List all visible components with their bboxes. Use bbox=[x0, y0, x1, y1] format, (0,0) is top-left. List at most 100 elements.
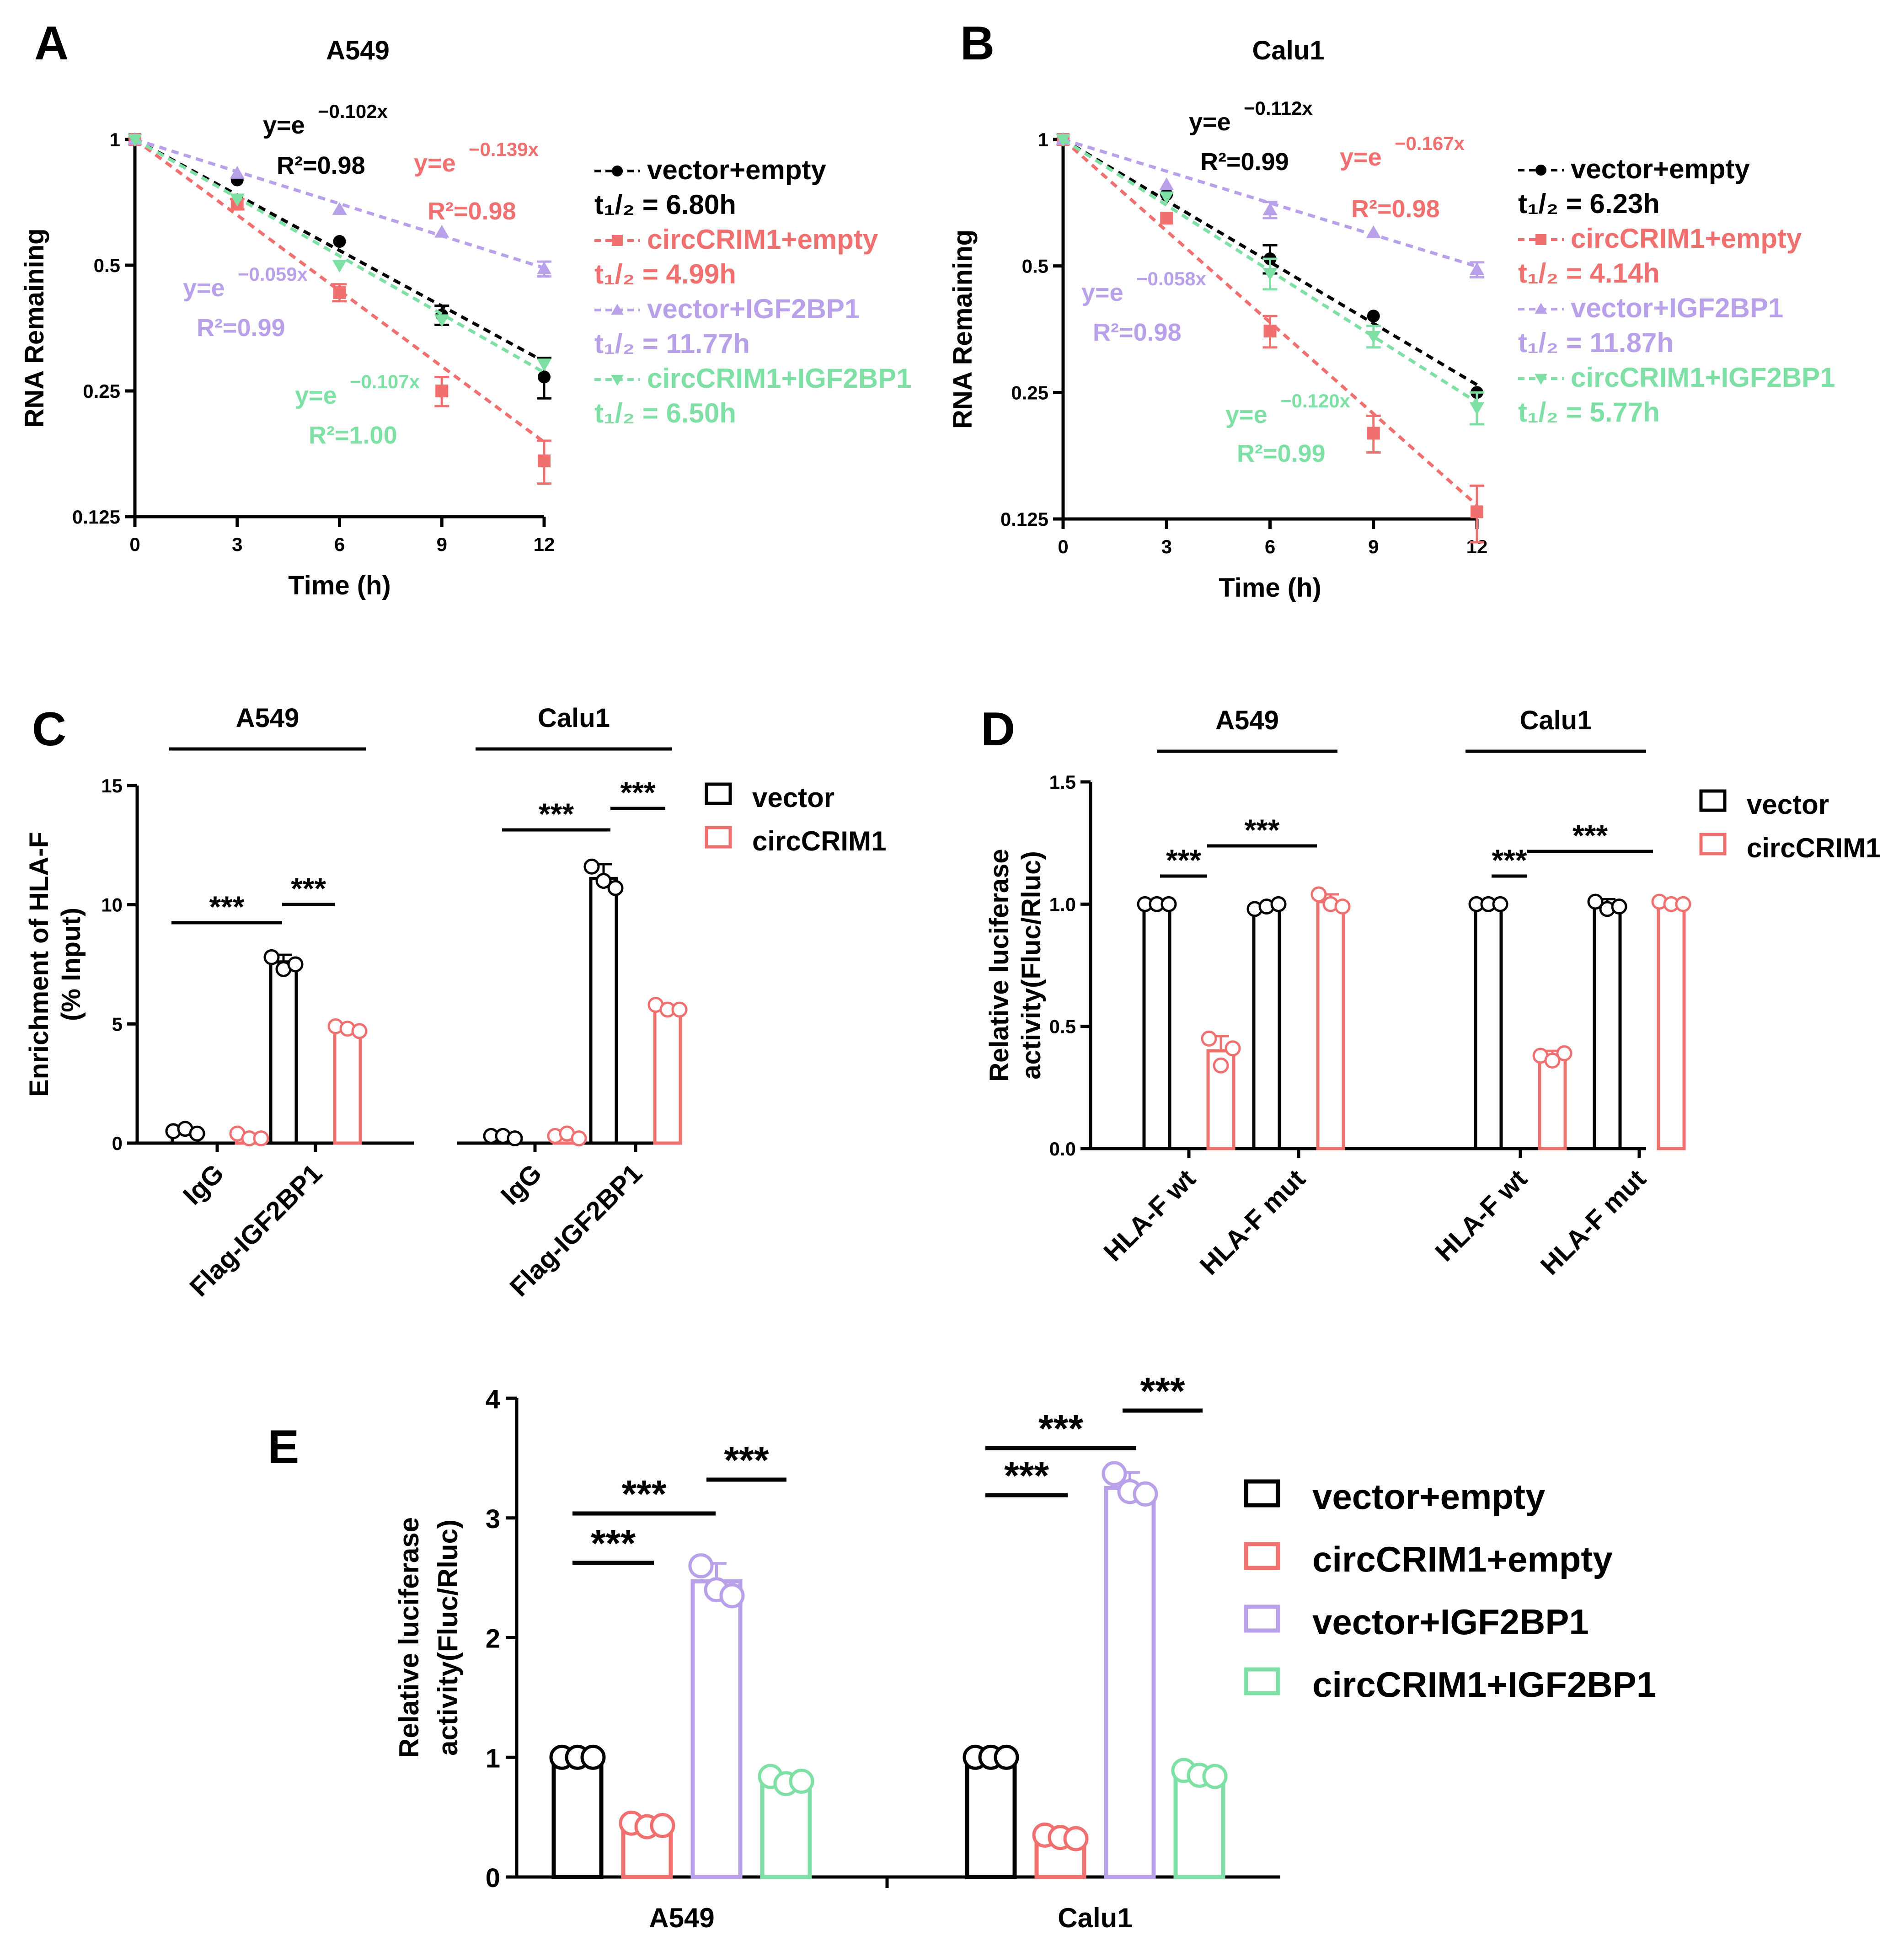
replicate-point bbox=[1544, 1053, 1561, 1069]
legend-swatch bbox=[1244, 1479, 1280, 1508]
significance-label: *** bbox=[209, 890, 244, 924]
y-tick-label: 0.0 bbox=[1049, 1138, 1076, 1160]
replicate-point bbox=[994, 1744, 1019, 1770]
replicate-point bbox=[351, 1023, 368, 1039]
panel-letter-A: A bbox=[34, 17, 69, 70]
x-category-label: Calu1 bbox=[1058, 1903, 1132, 1933]
y-tick-label: 0.125 bbox=[72, 506, 120, 528]
x-tick-label: 6 bbox=[1265, 536, 1275, 557]
x-tick-label: 9 bbox=[1368, 536, 1379, 557]
legend-label: circCRIM1+empty bbox=[647, 224, 878, 255]
r-squared: R²=0.98 bbox=[1093, 319, 1182, 346]
x-tick-label: 0 bbox=[1058, 536, 1068, 557]
replicate-point bbox=[1270, 896, 1287, 912]
legend-label: vector+IGF2BP1 bbox=[1312, 1602, 1589, 1642]
legend-swatch bbox=[705, 826, 732, 849]
data-point bbox=[333, 235, 346, 248]
y-axis-label: RNA Remaining bbox=[948, 230, 978, 429]
data-point bbox=[1262, 202, 1278, 215]
x-tick-label: 9 bbox=[437, 534, 447, 555]
data-point bbox=[332, 260, 347, 273]
data-point bbox=[538, 455, 551, 468]
data-point bbox=[434, 225, 449, 238]
x-tick-label: 12 bbox=[534, 534, 555, 555]
legend-swatch bbox=[1244, 1542, 1280, 1570]
r-squared: R²=0.98 bbox=[1351, 195, 1440, 223]
panel-title: A549 bbox=[326, 36, 390, 65]
legend-marker bbox=[611, 374, 624, 386]
bar bbox=[551, 1755, 604, 1879]
x-category-label: HLA-F wt bbox=[1429, 1164, 1533, 1267]
bar bbox=[1316, 900, 1345, 1150]
replicate-point bbox=[583, 858, 600, 875]
data-point bbox=[1263, 325, 1277, 338]
legend-swatch bbox=[1244, 1667, 1280, 1695]
replicate-point bbox=[287, 956, 304, 973]
half-life: t₁/₂ = 11.87h bbox=[1518, 327, 1674, 358]
legend-marker bbox=[612, 235, 623, 246]
equation: y=e bbox=[1340, 144, 1382, 171]
y-axis-label-2: (% Input) bbox=[56, 908, 86, 1021]
x-axis-label: Time (h) bbox=[288, 571, 391, 600]
y-tick-label: 10 bbox=[101, 894, 123, 916]
replicate-point bbox=[1556, 1045, 1572, 1061]
replicate-point bbox=[1133, 1481, 1158, 1507]
equation: y=e bbox=[263, 112, 305, 139]
legend-label: circCRIM1+IGF2BP1 bbox=[1312, 1664, 1656, 1705]
replicate-point bbox=[507, 1130, 523, 1147]
data-point bbox=[1159, 177, 1174, 191]
replicate-point bbox=[688, 1553, 714, 1578]
equation: y=e bbox=[1081, 279, 1123, 306]
y-tick-label: 2 bbox=[486, 1624, 500, 1654]
replicate-point bbox=[595, 873, 612, 889]
replicate-point bbox=[1213, 1057, 1229, 1074]
bar bbox=[965, 1755, 1017, 1879]
legend-label: vector+empty bbox=[647, 155, 826, 185]
data-point bbox=[538, 370, 551, 384]
fit-line bbox=[134, 138, 545, 374]
significance-label: *** bbox=[1166, 843, 1201, 877]
bar bbox=[690, 1579, 743, 1879]
y-tick-label: 0.5 bbox=[1022, 256, 1048, 277]
replicate-point bbox=[1225, 1040, 1241, 1057]
x-axis-label: Time (h) bbox=[1219, 573, 1321, 603]
significance-label: *** bbox=[1140, 1369, 1185, 1412]
y-tick-label: 5 bbox=[112, 1013, 123, 1035]
y-axis-label: RNA Remaining bbox=[20, 228, 49, 428]
replicate-point bbox=[1161, 896, 1177, 912]
r-squared: R²=0.98 bbox=[277, 152, 365, 179]
half-life: t₁/₂ = 6.50h bbox=[594, 398, 736, 428]
legend-marker bbox=[612, 166, 623, 176]
y-axis-label: Relative luciferase bbox=[394, 1517, 424, 1758]
y-axis-label: Relative luciferase bbox=[984, 849, 1014, 1081]
replicate-point bbox=[571, 1130, 587, 1147]
y-tick-label: 0.5 bbox=[94, 255, 120, 276]
data-point bbox=[1262, 268, 1278, 281]
replicate-point bbox=[1675, 896, 1691, 912]
legend-label: circCRIM1 bbox=[1747, 833, 1881, 863]
legend-label: vector+IGF2BP1 bbox=[1571, 293, 1783, 323]
bar bbox=[1657, 902, 1686, 1150]
bar bbox=[1538, 1054, 1567, 1150]
legend-swatch bbox=[1699, 789, 1727, 812]
y-axis-label-2: activity(Fluc/Rluc) bbox=[1016, 851, 1046, 1080]
group-title: A549 bbox=[236, 703, 300, 733]
y-tick-label: 0.25 bbox=[83, 380, 120, 402]
replicate-point bbox=[1611, 898, 1627, 915]
bar bbox=[1474, 902, 1503, 1150]
r-squared: R²=0.98 bbox=[428, 198, 516, 225]
panel-letter-C: C bbox=[32, 703, 66, 756]
legend-label: circCRIM1 bbox=[752, 826, 886, 856]
replicate-point bbox=[650, 1813, 675, 1838]
y-tick-label: 0.25 bbox=[1011, 382, 1048, 403]
y-tick-label: 0 bbox=[112, 1133, 123, 1154]
data-point bbox=[1367, 427, 1380, 440]
data-point bbox=[230, 193, 245, 207]
equation: y=e bbox=[183, 274, 225, 302]
legend-label: circCRIM1+IGF2BP1 bbox=[1571, 362, 1835, 393]
data-point bbox=[1159, 191, 1174, 204]
legend-label: vector bbox=[1747, 789, 1829, 820]
x-tick-label: 0 bbox=[129, 534, 140, 555]
legend-marker bbox=[1535, 374, 1547, 385]
